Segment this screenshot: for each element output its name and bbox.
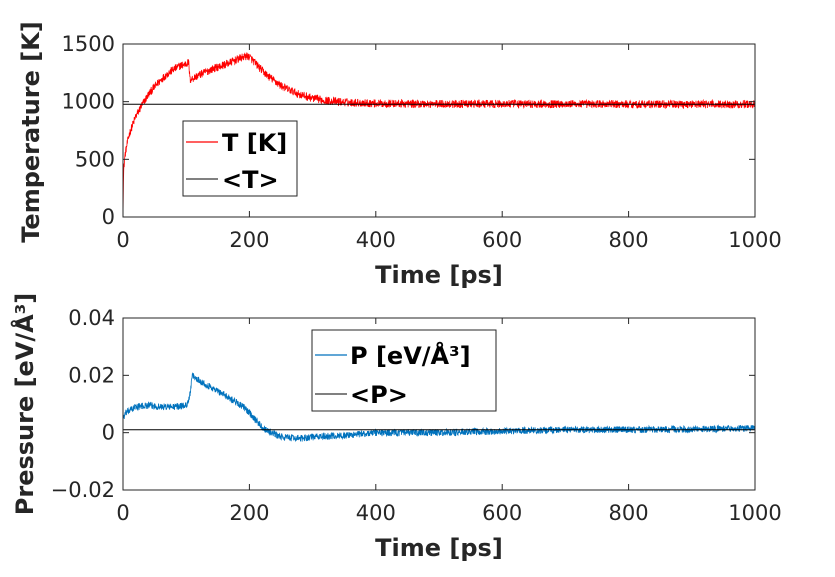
y-tick-label: 0.04 [68, 306, 115, 330]
series-line-pressure [122, 372, 756, 443]
y-tick-label: −0.02 [51, 478, 115, 502]
legend-label-mean-pressure: <P> [350, 381, 408, 409]
x-tick-label: 800 [609, 228, 649, 252]
y-tick-label: 500 [75, 147, 115, 171]
x-tick-label: 0 [116, 501, 129, 525]
temperature-legend: T [K] <T> [182, 120, 298, 197]
temperature-legend-box [182, 120, 298, 197]
series-line-temperature [122, 52, 756, 218]
legend-label-mean-temperature: <T> [222, 166, 279, 194]
temperature-axes-box [122, 43, 756, 218]
y-tick-label: 0.02 [68, 363, 115, 387]
pressure-ylabel: Pressure [eV/Å³] [10, 293, 39, 515]
x-tick-label: 600 [482, 228, 522, 252]
y-tick-label: 1000 [62, 90, 115, 114]
legend-label-pressure: P [eV/Å³] [350, 341, 471, 370]
pressure-legend: P [eV/Å³] <P> [311, 329, 497, 412]
pressure-axes-box [122, 317, 756, 491]
pressure-series-group [122, 372, 756, 443]
pressure-xlabel: Time [ps] [375, 534, 503, 562]
temperature-ticks: 0 200 400 600 800 1000 0 500 1000 1500 [62, 32, 782, 252]
x-tick-label: 200 [229, 501, 269, 525]
y-tick-label: 1500 [62, 32, 115, 56]
x-tick-label: 800 [609, 501, 649, 525]
x-tick-label: 200 [229, 228, 269, 252]
pressure-legend-box [311, 329, 497, 412]
y-tick-label: 0 [102, 421, 115, 445]
x-tick-label: 400 [356, 501, 396, 525]
x-tick-label: 1000 [728, 501, 781, 525]
x-tick-label: 0 [116, 228, 129, 252]
temperature-xlabel: Time [ps] [375, 261, 503, 289]
y-tick-label: 0 [102, 205, 115, 229]
x-tick-label: 400 [356, 228, 396, 252]
legend-label-temperature: T [K] [222, 129, 287, 157]
x-tick-label: 600 [482, 501, 522, 525]
temperature-series-group [122, 52, 756, 218]
temperature-ylabel: Temperature [K] [17, 21, 45, 243]
x-tick-label: 1000 [728, 228, 781, 252]
